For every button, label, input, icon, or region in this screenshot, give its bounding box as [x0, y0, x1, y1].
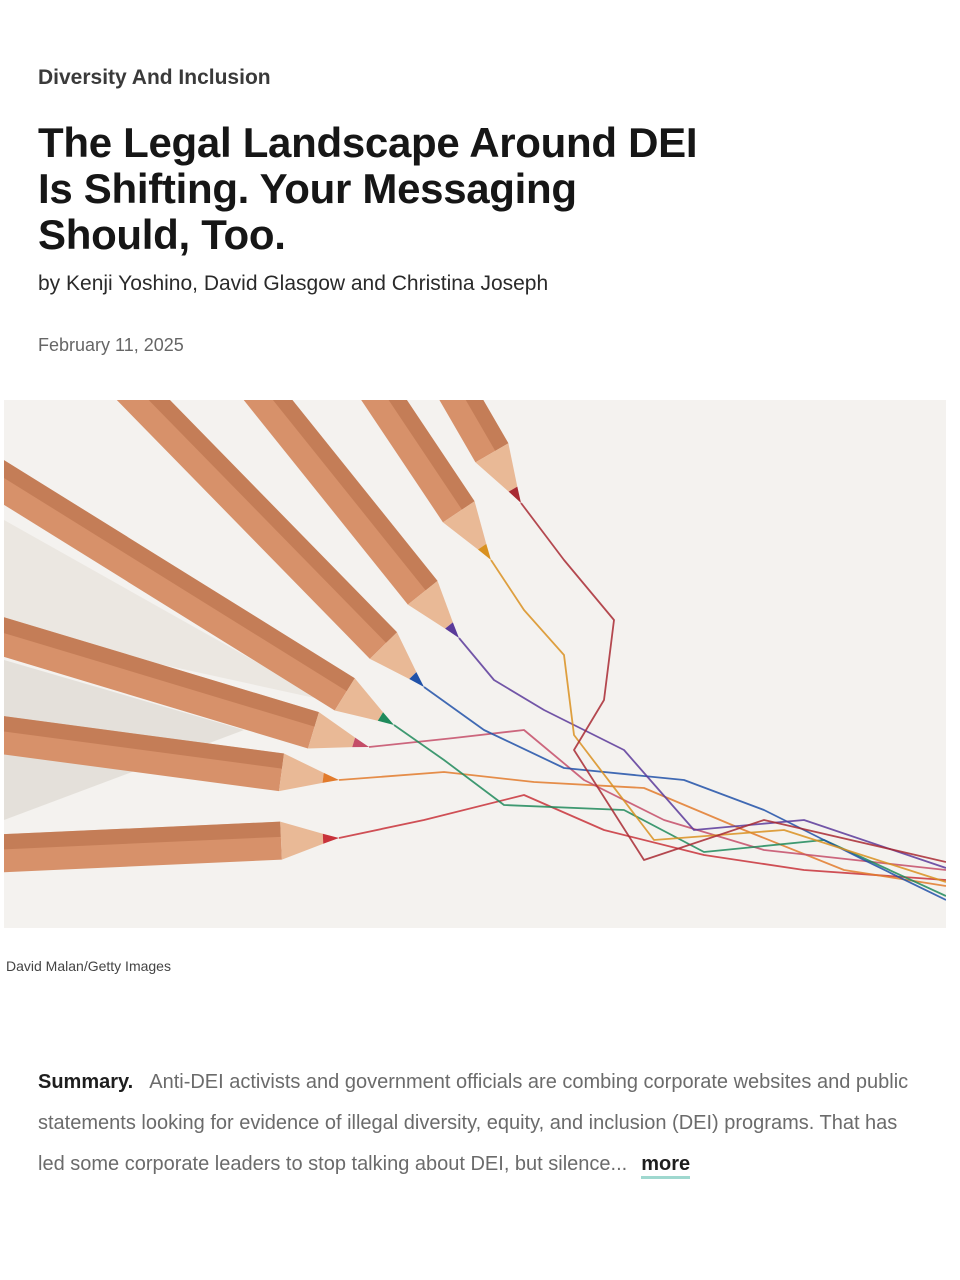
pencil-body-shade [4, 460, 355, 692]
pencil-body-shade [4, 617, 319, 727]
pencil-body-shade [388, 400, 475, 510]
byline: by Kenji Yoshino, David Glasgow and Chri… [38, 272, 548, 296]
hero-image [4, 400, 946, 928]
pencil-lead [322, 833, 339, 844]
pencil-cone [334, 678, 384, 721]
pencil-body-shade [4, 821, 281, 850]
pencil-line [423, 686, 946, 901]
pencil-body [361, 400, 475, 523]
pencil-line [338, 771, 946, 887]
pencil-lead [377, 712, 394, 725]
summary-label: Summary. [38, 1071, 134, 1093]
article-title: The Legal Landscape Around DEI Is Shifti… [38, 119, 698, 258]
pencil-body-shade [4, 716, 285, 769]
more-link[interactable]: more [641, 1153, 691, 1179]
pencil-line [458, 637, 946, 869]
pencil-line [520, 502, 946, 863]
publish-date: February 11, 2025 [38, 335, 184, 355]
article-summary: Summary. Anti-DEI activists and governmen… [38, 1062, 918, 1185]
pencil-cone [475, 443, 518, 492]
pencil-cone [278, 753, 324, 792]
byline-prefix: by [38, 272, 61, 295]
pencil-line [338, 794, 946, 881]
pencil-lead [322, 772, 339, 783]
pencil-shadow [4, 520, 324, 700]
pencil-cone [369, 632, 417, 680]
pencil-body [116, 400, 398, 659]
pencil-cone [407, 580, 453, 629]
pencil-cone [307, 712, 356, 749]
summary-text: Anti-DEI activists and government offici… [38, 1071, 909, 1175]
pencil-lead [352, 737, 369, 748]
pencil-lead [477, 543, 491, 560]
pencil-line [490, 559, 946, 883]
pencil-lead [445, 622, 459, 638]
pencil-body-shade [465, 400, 509, 451]
author-names[interactable]: Kenji Yoshino, David Glasgow and Christi… [66, 272, 549, 295]
pencil-cone [280, 821, 324, 860]
pencil-line [368, 729, 946, 871]
pencil-body-shade [148, 400, 398, 643]
pencil-lead [508, 486, 521, 503]
pencil-cone [442, 501, 487, 550]
pencil-lead [409, 672, 424, 687]
pencil-body-shade [272, 400, 438, 591]
image-credit: David Malan/Getty Images [6, 958, 171, 974]
pencil-body [243, 400, 438, 605]
colored-pencils-illustration [4, 400, 946, 928]
topic-link[interactable]: Diversity And Inclusion [38, 66, 271, 89]
